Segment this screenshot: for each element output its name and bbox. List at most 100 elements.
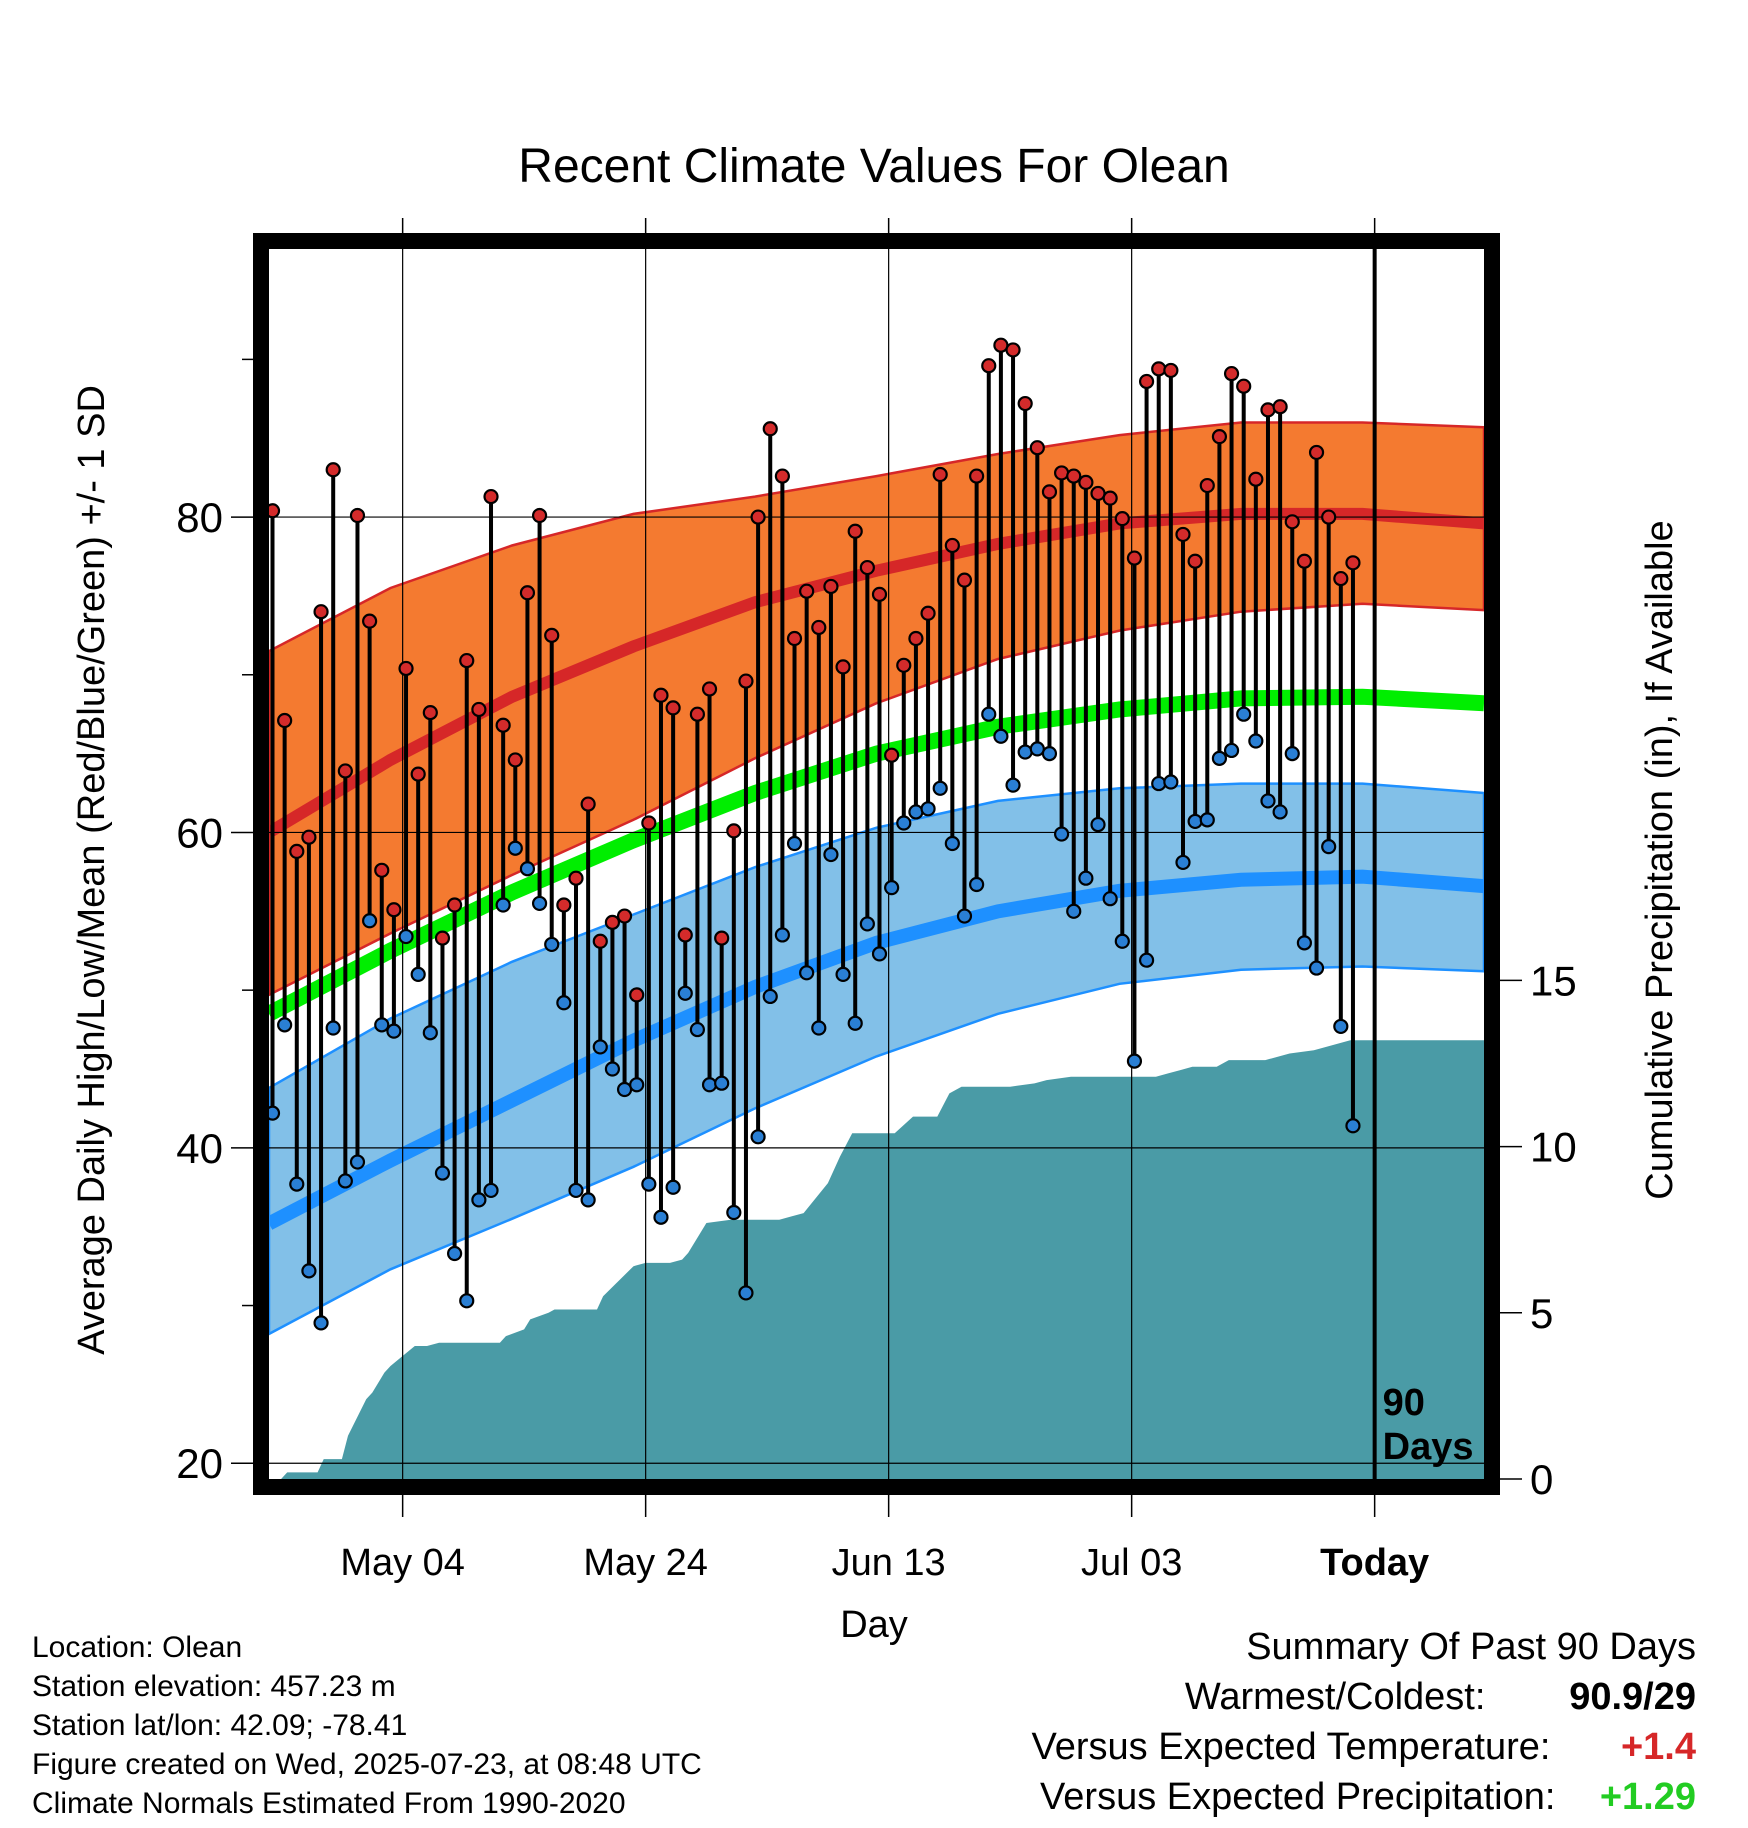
daily-high-point <box>1223 365 1240 382</box>
daily-high-point <box>896 657 912 673</box>
daily-high-point <box>1284 514 1300 530</box>
daily-low-point <box>1199 812 1215 828</box>
daily-high-point <box>859 559 875 576</box>
daily-high-point <box>325 462 341 478</box>
y2-tick-label: 0 <box>1530 1456 1553 1503</box>
daily-low-point <box>726 1204 742 1221</box>
daily-high-point <box>847 523 863 539</box>
daily-low-point <box>750 1129 766 1145</box>
daily-low-point <box>762 988 778 1005</box>
y2-axis-label: Cumulative Precipitation (in), If Availa… <box>1639 520 1681 1199</box>
daily-low-point <box>580 1192 596 1208</box>
daily-high-point <box>677 927 693 943</box>
daily-low-point <box>799 965 815 981</box>
low-normal-band <box>269 782 1484 1336</box>
low-normal-line <box>269 869 1484 1230</box>
y2-tick-label: 10 <box>1530 1124 1577 1171</box>
daily-low-point <box>398 928 414 945</box>
summary-temperature-value: +1.4 <box>1620 1726 1696 1768</box>
daily-high-point <box>1126 550 1143 566</box>
daily-low-point <box>738 1285 754 1301</box>
summary-row-precipitation: Versus Expected Precipitation: +1.29 <box>1032 1772 1696 1822</box>
daily-low-point <box>1090 816 1106 833</box>
daily-high-point <box>301 829 317 845</box>
daily-low-point <box>835 966 851 982</box>
summary-title: Summary Of Past 90 Days <box>1246 1626 1696 1668</box>
daily-low-point <box>362 913 378 929</box>
daily-low-point <box>1211 750 1228 766</box>
info-location: Location: Olean <box>32 1631 243 1664</box>
daily-high-point <box>483 488 499 505</box>
y2-tick-label: 15 <box>1530 957 1577 1004</box>
daily-high-point <box>1053 465 1070 481</box>
daily-low-point <box>884 880 900 896</box>
daily-low-point <box>701 1077 718 1093</box>
daily-low-point <box>993 728 1009 744</box>
daily-low-point <box>981 706 997 722</box>
daily-low-point <box>1066 903 1082 919</box>
daily-high-point <box>1029 440 1045 456</box>
daily-high-point <box>726 823 742 839</box>
summary-coldest-value: 29 <box>1653 1676 1696 1718</box>
daily-low-point <box>1236 706 1252 722</box>
daily-low-point <box>556 995 572 1011</box>
daily-high-point <box>447 897 463 913</box>
daily-low-point <box>641 1176 657 1192</box>
daily-low-point <box>689 1021 706 1038</box>
daily-low-point <box>592 1039 608 1055</box>
daily-low-point <box>422 1025 438 1041</box>
chart-axes: 20 40 60 80 0 5 10 15 May 04 May 24 Jun 13 Jul 03 To… <box>176 218 1577 1584</box>
x-tick-label: May 04 <box>340 1542 465 1584</box>
daily-low-point <box>665 1179 681 1195</box>
summary-temperature-label: Versus Expected Temperature: <box>1031 1726 1551 1768</box>
info-elevation: Station elevation: 457.23 m <box>32 1670 396 1703</box>
y-tick-label: 80 <box>176 494 223 541</box>
daily-low-point <box>896 815 912 831</box>
y-tick-label: 60 <box>176 809 223 856</box>
daily-high-point <box>750 509 766 525</box>
daily-high-point <box>1272 399 1288 415</box>
daily-high-point <box>410 766 426 782</box>
daily-low-point <box>1151 775 1167 792</box>
daily-low-point <box>1260 793 1276 809</box>
summary-separator: / <box>1643 1676 1654 1718</box>
daily-high-point <box>641 815 657 831</box>
daily-low-point <box>653 1209 669 1225</box>
daily-high-point <box>269 503 281 519</box>
daily-low-point <box>1296 935 1313 951</box>
station-info: Location: Olean Station elevation: 457.2… <box>32 1628 702 1823</box>
daily-high-point <box>1260 402 1276 418</box>
daily-low-point <box>1333 1018 1349 1035</box>
daily-high-point <box>981 358 997 374</box>
daily-low-point <box>1272 804 1288 820</box>
daily-low-point <box>1284 746 1300 762</box>
daily-low-point <box>289 1176 305 1192</box>
plot-frame <box>253 233 1500 1495</box>
daily-high-point <box>507 752 523 768</box>
daily-high-point <box>1005 342 1021 358</box>
daily-low-point <box>374 1017 390 1033</box>
daily-low-point <box>301 1263 317 1279</box>
daily-low-point <box>1017 744 1033 760</box>
daily-low-point <box>507 840 523 856</box>
daily-high-point <box>884 747 900 763</box>
daily-high-point <box>556 897 572 913</box>
daily-low-point <box>1175 854 1191 871</box>
daily-high-point <box>531 507 548 524</box>
daily-high-point <box>1163 362 1179 379</box>
daily-high-point <box>459 652 475 669</box>
daily-high-point <box>471 701 487 718</box>
daily-high-point <box>313 604 329 620</box>
daily-high-point <box>1333 570 1349 587</box>
daily-high-point <box>823 578 839 595</box>
daily-high-point <box>289 843 305 859</box>
daily-high-point <box>786 630 803 647</box>
daily-low-point <box>956 908 973 924</box>
daily-high-point <box>665 700 681 716</box>
daily-high-point <box>1211 429 1228 445</box>
daily-low-point <box>269 1105 281 1121</box>
daily-low-point <box>1126 1053 1143 1069</box>
daily-low-point <box>447 1245 463 1262</box>
daily-low-point <box>786 835 803 852</box>
daily-high-point <box>944 537 960 554</box>
